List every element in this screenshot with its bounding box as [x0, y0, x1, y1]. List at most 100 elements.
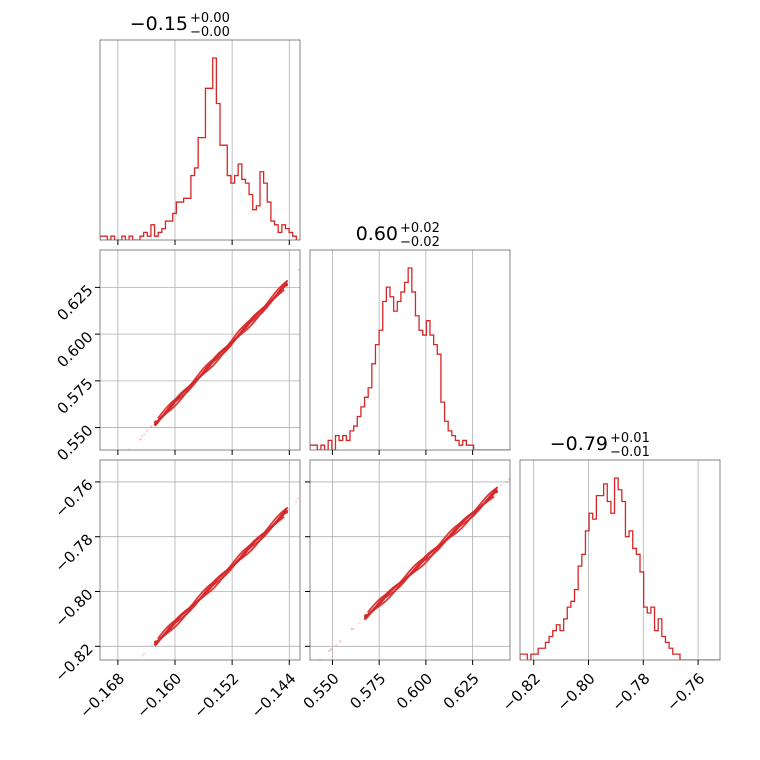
ytick-label-1-0: 0.550 [53, 421, 96, 464]
ytick-label-1-2: 0.600 [53, 328, 96, 371]
panel-1-1 [309, 249, 511, 455]
xtick-label-1-3: 0.625 [440, 670, 483, 713]
contour-1-0-4 [153, 289, 285, 426]
contour-2-1-4 [363, 495, 495, 620]
contour-end-2-0-1 [284, 509, 288, 514]
contour-end-2-1-1 [494, 489, 498, 494]
scatter-point-1-0-6 [297, 268, 300, 272]
scatter-point-2-0-6 [135, 660, 137, 662]
scatter-point-1-0-18 [106, 472, 108, 474]
xtick-label-1-1: 0.575 [346, 670, 389, 713]
scatter-point-2-0-50 [294, 501, 298, 504]
panel-frame-2-2 [519, 459, 721, 661]
ytick-label-1-1: 0.575 [53, 375, 96, 418]
scatter-point-2-1-31 [339, 639, 342, 642]
scatter-point-1-0-57 [150, 425, 153, 428]
panel-frame-2-1 [309, 459, 511, 661]
scatter-point-2-1-54 [330, 647, 333, 650]
scatter-point-2-1-45 [350, 627, 353, 630]
xtick-label-2-0: −0.82 [499, 670, 544, 715]
title-minus-0: −0.00 [190, 25, 230, 40]
title-2: −0.79 +0.01−0.01 [550, 431, 650, 460]
title-plus-1: +0.02 [400, 221, 440, 236]
scatter-point-1-0-44 [149, 426, 152, 429]
title-value-1: 0.60 [356, 223, 398, 245]
scatter-point-1-0-23 [139, 438, 142, 441]
scatter-point-2-1-24 [311, 666, 313, 668]
scatter-point-2-1-37 [352, 627, 355, 630]
title-minus-1: −0.02 [400, 235, 440, 250]
title-0: −0.15 +0.00−0.00 [130, 11, 230, 40]
scatter-point-2-1-48 [358, 621, 361, 625]
contour-2-0-3 [157, 506, 289, 640]
scatter-point-2-1-42 [328, 649, 331, 652]
panel-frame-0-0 [99, 39, 301, 241]
panel-content-1-0 [106, 268, 300, 474]
ytick-label-2-3: −0.76 [51, 476, 96, 521]
scatter-point-1-0-39 [145, 430, 148, 433]
scatter-point-2-1-33 [313, 664, 315, 666]
panel-content-0-0 [100, 57, 300, 240]
panel-content-2-0 [123, 497, 300, 675]
scatter-point-1-0-13 [113, 467, 115, 469]
contour-1-0-3 [157, 279, 289, 420]
scatter-point-1-0-5 [140, 435, 144, 438]
scatter-point-2-1-1 [335, 644, 338, 647]
scatter-point-2-0-8 [126, 671, 128, 673]
scatter-point-2-0-57 [142, 652, 146, 655]
ytick-label-2-0: −0.82 [51, 640, 96, 685]
ytick-label-2-2: −0.78 [51, 531, 96, 576]
xtick-label-1-0: 0.550 [300, 670, 343, 713]
scatter-point-2-0-41 [150, 644, 153, 647]
scatter-point-2-1-57 [338, 640, 341, 644]
scatter-point-2-0-45 [123, 673, 125, 675]
scatter-point-2-0-36 [131, 666, 133, 668]
scatter-point-2-1-55 [508, 478, 510, 481]
contour-end-2-1-0 [364, 614, 368, 619]
title-plus-0: +0.00 [190, 11, 230, 26]
scatter-point-2-0-48 [141, 654, 144, 657]
scatter-point-2-1-14 [318, 660, 320, 662]
panel-2-0 [95, 459, 301, 675]
scatter-point-2-1-15 [329, 648, 333, 651]
title-1: 0.60 +0.02−0.02 [356, 221, 440, 250]
xtick-label-0-0: −0.168 [76, 670, 128, 722]
panel-content-1-1 [310, 267, 510, 450]
scatter-point-1-0-14 [128, 448, 131, 450]
title-value-2: −0.79 [550, 433, 608, 455]
scatter-point-1-0-50 [143, 433, 146, 436]
panel-frame-1-0 [99, 249, 301, 451]
xtick-label-2-3: −0.76 [663, 670, 708, 715]
panel-2-2 [519, 459, 721, 665]
scatter-point-1-0-29 [146, 429, 149, 432]
panel-2-1 [305, 459, 511, 668]
scatter-point-2-0-40 [296, 497, 300, 500]
scatter-point-2-0-0 [287, 508, 290, 511]
histogram-2 [520, 477, 720, 660]
histogram-1 [310, 267, 510, 450]
xtick-label-0-2: −0.152 [190, 670, 242, 722]
scatter-point-2-1-17 [351, 628, 354, 631]
title-minus-2: −0.01 [610, 445, 650, 460]
panel-1-0 [95, 249, 301, 474]
xtick-label-0-1: −0.160 [133, 670, 185, 722]
xtick-label-2-2: −0.78 [608, 670, 653, 715]
title-value-0: −0.15 [130, 13, 188, 35]
title-plus-2: +0.01 [610, 431, 650, 446]
contour-end-1-0-0 [154, 420, 158, 425]
scatter-point-1-0-4 [114, 466, 116, 468]
contour-end-2-0-0 [154, 640, 158, 645]
panel-content-2-2 [520, 477, 720, 660]
scatter-point-1-0-8 [113, 466, 115, 468]
panel-0-0 [99, 39, 301, 245]
xtick-label-0-3: −0.144 [248, 670, 300, 722]
scatter-point-2-0-11 [136, 661, 138, 663]
scatter-point-2-1-49 [506, 480, 509, 484]
contour-end-1-0-1 [284, 282, 288, 287]
panel-content-2-1 [311, 477, 510, 668]
xtick-label-2-1: −0.80 [554, 670, 599, 715]
scatter-point-1-0-34 [123, 456, 125, 458]
scatter-point-2-1-23 [327, 649, 331, 653]
